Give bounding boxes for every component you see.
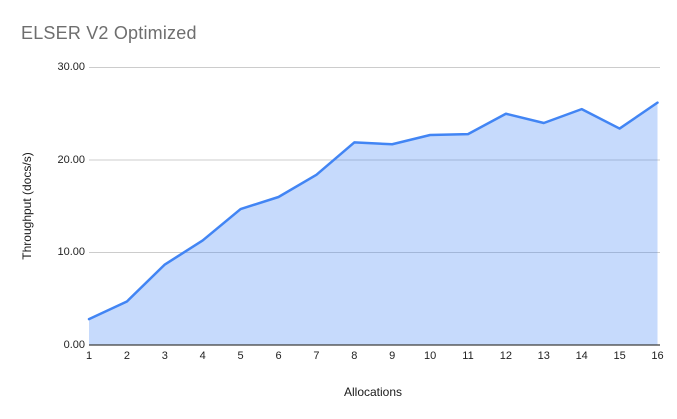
y-tick-label: 30.00 [57, 61, 85, 73]
x-tick-label: 14 [575, 350, 588, 362]
chart-title: ELSER V2 Optimized [21, 23, 197, 43]
x-tick-label: 16 [651, 350, 664, 362]
x-axis-title: Allocations [343, 385, 403, 399]
y-tick-label: 20.00 [57, 153, 85, 166]
series-line [87, 101, 659, 321]
x-tick-label: 12 [499, 350, 513, 362]
y-tick-label: 0.00 [63, 338, 85, 351]
y-tick-label: 10.00 [57, 246, 85, 258]
x-tick-label: 4 [199, 350, 206, 362]
x-tick-label: 3 [161, 350, 168, 362]
x-tick-label: 7 [313, 350, 320, 362]
x-tick-label: 1 [85, 350, 93, 362]
x-tick-label: 2 [123, 350, 130, 362]
x-tick-label: 9 [389, 350, 396, 362]
x-tick-label: 15 [613, 350, 626, 362]
x-tick-label: 6 [275, 350, 282, 362]
area-fill [89, 102, 658, 346]
y-axis-title: Throughput (docs/s) [20, 152, 34, 260]
x-tick-label: 13 [537, 350, 550, 362]
x-tick-label: 5 [237, 350, 244, 362]
x-tick-label: 10 [423, 350, 437, 362]
x-tick-label: 11 [462, 350, 474, 362]
x-tick-label: 8 [351, 350, 358, 362]
